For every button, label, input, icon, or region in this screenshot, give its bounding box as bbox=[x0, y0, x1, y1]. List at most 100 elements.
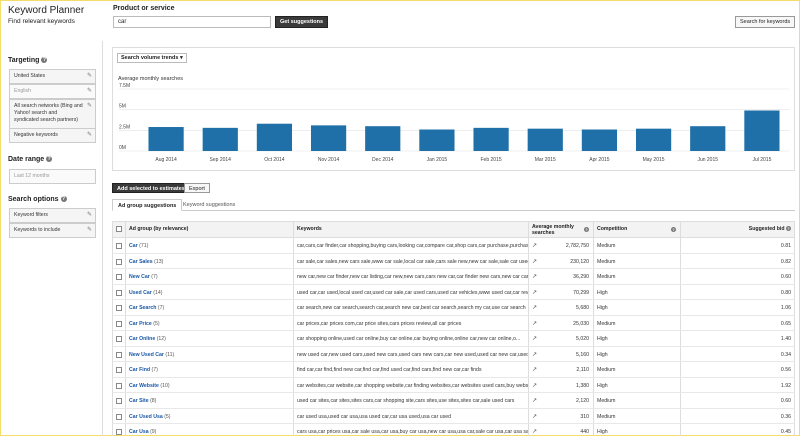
row-checkbox[interactable] bbox=[116, 243, 122, 249]
keyword-count: (7) bbox=[151, 274, 158, 280]
ad-group-link[interactable]: Used Car bbox=[129, 289, 152, 296]
edit-icon[interactable]: ✎ bbox=[86, 132, 92, 138]
trend-chart-icon[interactable]: ↗ bbox=[532, 289, 538, 296]
trend-chart-icon[interactable]: ↗ bbox=[532, 258, 538, 265]
select-all-checkbox[interactable] bbox=[116, 226, 122, 232]
chart-bar[interactable] bbox=[635, 128, 672, 151]
targeting-location[interactable]: United States ✎ bbox=[9, 69, 96, 84]
row-checkbox[interactable] bbox=[116, 305, 122, 311]
help-icon[interactable]: ? bbox=[41, 57, 48, 64]
export-button[interactable]: Export bbox=[184, 183, 210, 193]
help-icon[interactable]: ? bbox=[671, 227, 676, 232]
keywords-to-include[interactable]: Keywords to include ✎ bbox=[9, 223, 96, 238]
trend-chart-icon[interactable]: ↗ bbox=[532, 398, 538, 404]
ad-group-link[interactable]: Car Online bbox=[129, 336, 156, 342]
trend-chart-icon[interactable]: ↗ bbox=[532, 429, 538, 435]
trend-chart-icon[interactable]: ↗ bbox=[532, 413, 538, 420]
row-checkbox[interactable] bbox=[116, 382, 122, 389]
ad-group-link[interactable]: Car bbox=[129, 243, 138, 249]
competition-value: High bbox=[593, 300, 680, 315]
row-checkbox[interactable] bbox=[116, 429, 122, 435]
ad-group-link[interactable]: New Used Car bbox=[129, 351, 164, 358]
chart-bar[interactable] bbox=[310, 125, 347, 151]
header-suggested-bid[interactable]: Suggested bid ? bbox=[680, 222, 794, 237]
trend-chart-icon[interactable]: ↗ bbox=[532, 351, 538, 358]
help-icon[interactable]: ? bbox=[46, 156, 53, 163]
trend-chart-icon[interactable]: ↗ bbox=[532, 367, 538, 373]
row-checkbox[interactable] bbox=[116, 413, 122, 420]
bid-value: 0.82 bbox=[680, 253, 794, 268]
chart-type-dropdown[interactable]: Search volume trends ▾ bbox=[117, 53, 187, 63]
trend-chart-icon[interactable]: ↗ bbox=[532, 382, 538, 389]
keyword-filters[interactable]: Keyword filters ✎ bbox=[9, 208, 96, 223]
chart-bar[interactable] bbox=[690, 126, 726, 151]
help-icon[interactable]: ? bbox=[584, 227, 589, 232]
chart-bar[interactable] bbox=[473, 127, 509, 151]
ad-group-link[interactable]: Car Sales bbox=[129, 258, 153, 265]
tab-ad-group-suggestions[interactable]: Ad group suggestions bbox=[112, 199, 183, 211]
bid-value: 0.34 bbox=[680, 346, 794, 361]
keyword-count: (10) bbox=[160, 382, 170, 389]
ad-group-link[interactable]: Car Find bbox=[129, 367, 151, 373]
sidebar: Targeting? United States ✎ English ✎ All… bbox=[1, 41, 103, 436]
date-range-field[interactable]: Last 12 months bbox=[9, 169, 96, 184]
ad-group-link[interactable]: Car Site bbox=[129, 398, 149, 404]
edit-icon[interactable]: ✎ bbox=[86, 88, 92, 94]
chart-bar[interactable] bbox=[744, 110, 780, 151]
keywords-cell: car prices,car prices com,car price site… bbox=[293, 315, 528, 330]
product-search-input[interactable] bbox=[113, 16, 271, 28]
tab-keyword-suggestions[interactable]: Keyword suggestions bbox=[183, 202, 236, 208]
competition-value: Medium bbox=[593, 408, 680, 423]
trend-chart-icon[interactable]: ↗ bbox=[532, 243, 538, 249]
trend-chart-icon[interactable]: ↗ bbox=[532, 305, 538, 311]
row-checkbox[interactable] bbox=[116, 258, 122, 265]
ad-group-link[interactable]: Car Usa bbox=[129, 429, 149, 435]
add-to-estimates-button[interactable]: Add selected to estimates bbox=[112, 183, 190, 193]
header-competition[interactable]: Competition ? bbox=[593, 222, 680, 237]
row-checkbox[interactable] bbox=[116, 367, 122, 373]
chart-bar[interactable] bbox=[581, 129, 618, 151]
ad-group-link[interactable]: Car Search bbox=[129, 305, 157, 311]
volume-value: 2,782,750 bbox=[565, 243, 589, 249]
ad-group-link[interactable]: Car Price bbox=[129, 320, 152, 327]
bid-value: 0.45 bbox=[680, 424, 794, 436]
row-checkbox[interactable] bbox=[116, 398, 122, 404]
edit-icon[interactable]: ✎ bbox=[86, 212, 92, 218]
row-checkbox[interactable] bbox=[116, 320, 122, 327]
competition-value: Medium bbox=[593, 315, 680, 330]
ad-group-link[interactable]: Car Used Usa bbox=[129, 413, 163, 420]
get-suggestions-button[interactable]: Get suggestions bbox=[275, 16, 329, 28]
header-keywords[interactable]: Keywords bbox=[293, 222, 528, 237]
targeting-network[interactable]: All search networks (Bing and Yahoo! sea… bbox=[9, 99, 96, 129]
chart-bar[interactable] bbox=[527, 128, 563, 151]
bid-value: 1.92 bbox=[680, 377, 794, 392]
chart-bar[interactable] bbox=[365, 126, 401, 151]
ad-group-link[interactable]: Car Website bbox=[129, 382, 159, 389]
row-checkbox[interactable] bbox=[116, 289, 122, 296]
ad-group-link[interactable]: New Car bbox=[129, 274, 150, 280]
targeting-language[interactable]: English ✎ bbox=[9, 84, 96, 99]
edit-icon[interactable]: ✎ bbox=[86, 103, 92, 109]
chart-bar[interactable] bbox=[419, 129, 455, 151]
edit-icon[interactable]: ✎ bbox=[86, 227, 92, 233]
help-icon[interactable]: ? bbox=[786, 226, 791, 232]
header-volume[interactable]: Average monthly searches ? bbox=[528, 222, 593, 237]
chart-bar[interactable] bbox=[202, 127, 238, 151]
volume-value: 25,030 bbox=[573, 320, 589, 327]
edit-icon[interactable]: ✎ bbox=[86, 73, 92, 79]
ad-group-table: Ad group (by relevance) Keywords Average… bbox=[112, 221, 795, 436]
row-checkbox[interactable] bbox=[116, 336, 122, 342]
row-checkbox[interactable] bbox=[116, 274, 122, 280]
search-keywords-button[interactable]: Search for keywords bbox=[735, 16, 796, 28]
trend-chart-icon[interactable]: ↗ bbox=[532, 320, 538, 327]
chart-bar[interactable] bbox=[148, 127, 184, 151]
help-icon[interactable]: ? bbox=[60, 196, 67, 203]
keywords-cell: car websites,car website,car shopping we… bbox=[293, 377, 528, 392]
x-tick-label: Nov 2014 bbox=[318, 157, 340, 163]
trend-chart-icon[interactable]: ↗ bbox=[532, 336, 538, 342]
header-ad-group[interactable]: Ad group (by relevance) bbox=[125, 222, 293, 237]
trend-chart-icon[interactable]: ↗ bbox=[532, 274, 538, 280]
targeting-negative-keywords[interactable]: Negative keywords ✎ bbox=[9, 128, 96, 143]
chart-bar[interactable] bbox=[256, 123, 293, 151]
row-checkbox[interactable] bbox=[116, 351, 122, 358]
